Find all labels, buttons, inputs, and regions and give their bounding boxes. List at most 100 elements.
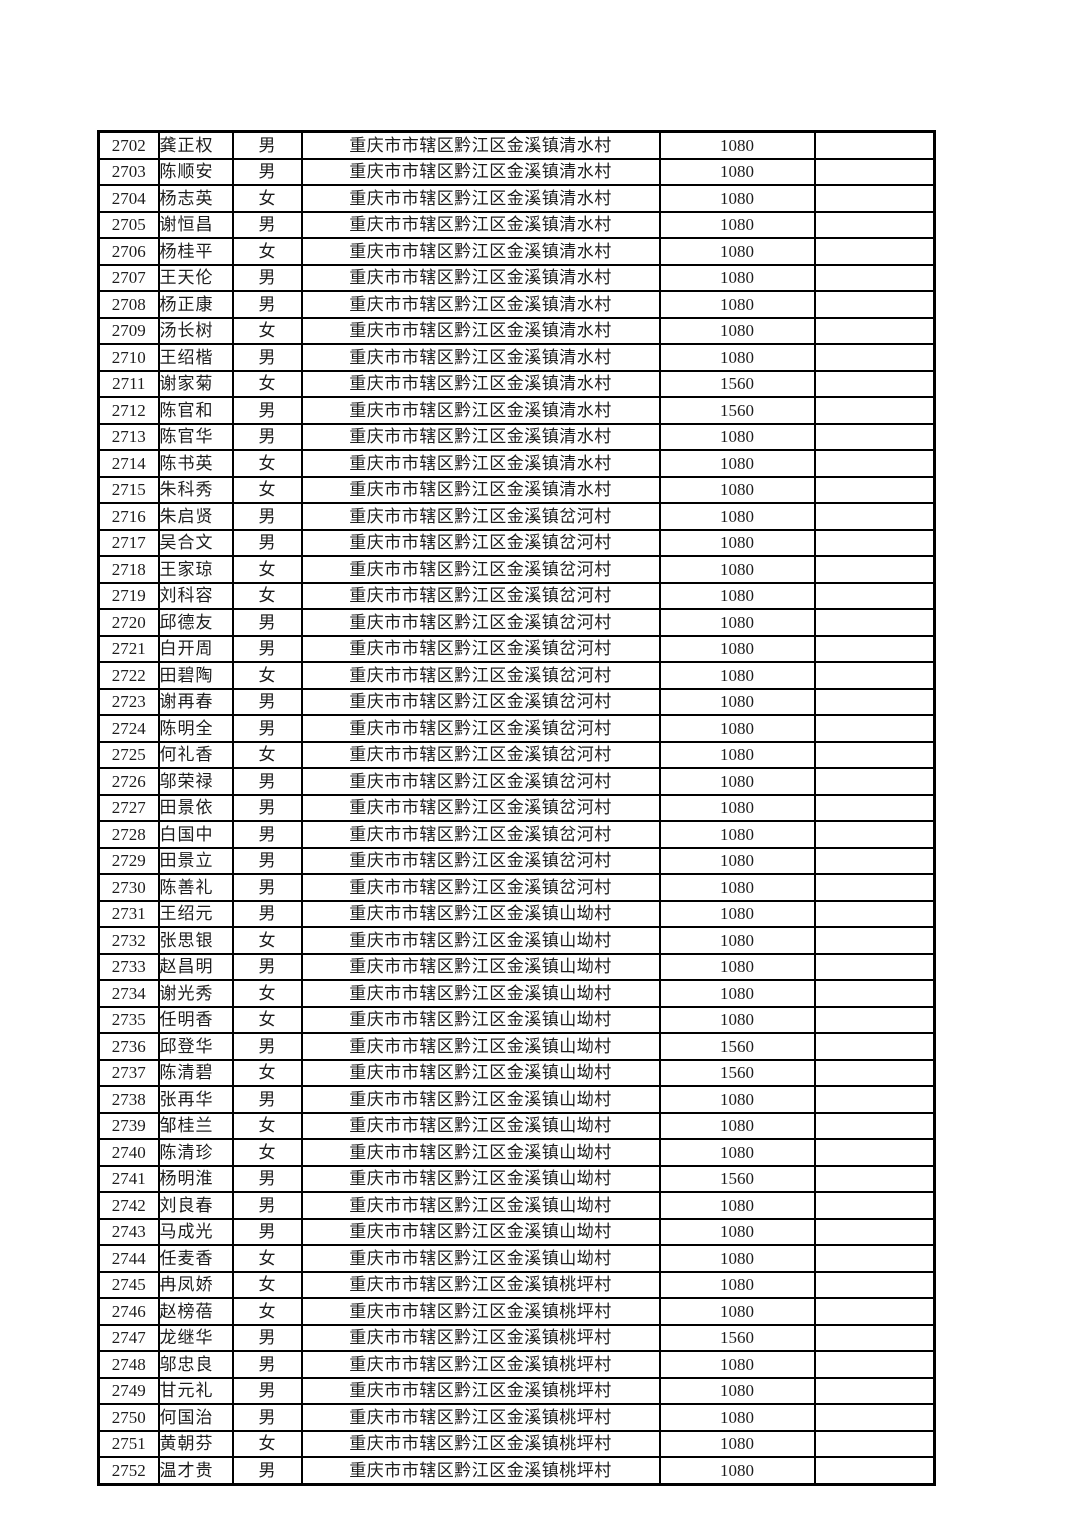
gender-cell: 男 [231, 422, 303, 451]
amount-cell: 1560 [658, 1058, 816, 1087]
serial-cell: 2702 [97, 130, 160, 160]
gender-cell: 女 [231, 1111, 303, 1140]
serial-cell: 2747 [97, 1323, 160, 1352]
note-cell [813, 1297, 936, 1326]
serial-cell: 2730 [97, 873, 160, 902]
note-cell [813, 1403, 936, 1432]
name-cell: 邬忠良 [157, 1350, 234, 1379]
table-row: 2731 王绍元男重庆市市辖区黔江区金溪镇山坳村 1080 [97, 899, 936, 928]
gender-cell: 女 [231, 926, 303, 955]
address-cell: 重庆市市辖区黔江区金溪镇山坳村 [300, 1111, 661, 1140]
note-cell [813, 130, 936, 160]
serial-cell: 2708 [97, 290, 160, 319]
table-row: 2711 谢家菊女重庆市市辖区黔江区金溪镇清水村 1560 [97, 369, 936, 398]
table-row: 2730 陈善礼男重庆市市辖区黔江区金溪镇岔河村 1080 [97, 873, 936, 902]
address-cell: 重庆市市辖区黔江区金溪镇桃坪村 [300, 1270, 661, 1299]
address-cell: 重庆市市辖区黔江区金溪镇岔河村 [300, 608, 661, 637]
amount-cell: 1080 [658, 528, 816, 557]
table-row: 2736 邱登华男重庆市市辖区黔江区金溪镇山坳村 1560 [97, 1032, 936, 1061]
serial-cell: 2717 [97, 528, 160, 557]
gender-cell: 女 [231, 979, 303, 1008]
serial-cell: 2706 [97, 237, 160, 266]
gender-cell: 男 [231, 714, 303, 743]
amount-cell: 1080 [658, 926, 816, 955]
name-cell: 何礼香 [157, 740, 234, 769]
table-row: 2739 邹桂兰女重庆市市辖区黔江区金溪镇山坳村 1080 [97, 1111, 936, 1140]
table-row: 2707 王天伦男重庆市市辖区黔江区金溪镇清水村 1080 [97, 263, 936, 292]
table-row: 2752 温才贵男重庆市市辖区黔江区金溪镇桃坪村 1080 [97, 1456, 936, 1485]
address-cell: 重庆市市辖区黔江区金溪镇桃坪村 [300, 1376, 661, 1405]
amount-cell: 1080 [658, 475, 816, 504]
note-cell [813, 846, 936, 875]
note-cell [813, 1323, 936, 1352]
address-cell: 重庆市市辖区黔江区金溪镇清水村 [300, 157, 661, 186]
address-cell: 重庆市市辖区黔江区金溪镇清水村 [300, 343, 661, 372]
serial-cell: 2718 [97, 555, 160, 584]
note-cell [813, 502, 936, 531]
address-cell: 重庆市市辖区黔江区金溪镇清水村 [300, 422, 661, 451]
serial-cell: 2744 [97, 1244, 160, 1273]
amount-cell: 1080 [658, 1085, 816, 1114]
serial-cell: 2740 [97, 1138, 160, 1167]
gender-cell: 男 [231, 1191, 303, 1220]
name-cell: 冉凤娇 [157, 1270, 234, 1299]
gender-cell: 男 [231, 130, 303, 160]
address-cell: 重庆市市辖区黔江区金溪镇清水村 [300, 237, 661, 266]
name-cell: 邱登华 [157, 1032, 234, 1061]
amount-cell: 1080 [658, 634, 816, 663]
amount-cell: 1080 [658, 714, 816, 743]
note-cell [813, 237, 936, 266]
amount-cell: 1080 [658, 316, 816, 345]
gender-cell: 男 [231, 343, 303, 372]
name-cell: 田景依 [157, 793, 234, 822]
note-cell [813, 581, 936, 610]
serial-cell: 2751 [97, 1429, 160, 1458]
address-cell: 重庆市市辖区黔江区金溪镇清水村 [300, 210, 661, 239]
note-cell [813, 263, 936, 292]
address-cell: 重庆市市辖区黔江区金溪镇岔河村 [300, 555, 661, 584]
name-cell: 王绍元 [157, 899, 234, 928]
name-cell: 张思银 [157, 926, 234, 955]
name-cell: 陈清珍 [157, 1138, 234, 1167]
beneficiary-table: 2702 龚正权男重庆市市辖区黔江区金溪镇清水村 1080 2703 陈顺安男重庆市市辖… [97, 130, 936, 1486]
serial-cell: 2728 [97, 820, 160, 849]
gender-cell: 女 [231, 184, 303, 213]
serial-cell: 2727 [97, 793, 160, 822]
gender-cell: 男 [231, 1164, 303, 1193]
note-cell [813, 1217, 936, 1246]
table-row: 2713 陈官华男重庆市市辖区黔江区金溪镇清水村 1080 [97, 422, 936, 451]
serial-cell: 2736 [97, 1032, 160, 1061]
note-cell [813, 184, 936, 213]
note-cell [813, 1191, 936, 1220]
note-cell [813, 1058, 936, 1087]
note-cell [813, 714, 936, 743]
note-cell [813, 1429, 936, 1458]
address-cell: 重庆市市辖区黔江区金溪镇山坳村 [300, 1058, 661, 1087]
amount-cell: 1080 [658, 1270, 816, 1299]
note-cell [813, 422, 936, 451]
amount-cell: 1080 [658, 1191, 816, 1220]
serial-cell: 2703 [97, 157, 160, 186]
gender-cell: 男 [231, 157, 303, 186]
name-cell: 杨桂平 [157, 237, 234, 266]
table-row: 2750 何国治男重庆市市辖区黔江区金溪镇桃坪村 1080 [97, 1403, 936, 1432]
table-row: 2743 马成光男重庆市市辖区黔江区金溪镇山坳村 1080 [97, 1217, 936, 1246]
amount-cell: 1080 [658, 1456, 816, 1485]
name-cell: 王天伦 [157, 263, 234, 292]
amount-cell: 1080 [658, 343, 816, 372]
serial-cell: 2724 [97, 714, 160, 743]
gender-cell: 女 [231, 661, 303, 690]
note-cell [813, 979, 936, 1008]
note-cell [813, 475, 936, 504]
amount-cell: 1080 [658, 1138, 816, 1167]
name-cell: 陈官和 [157, 396, 234, 425]
serial-cell: 2750 [97, 1403, 160, 1432]
amount-cell: 1080 [658, 130, 816, 160]
address-cell: 重庆市市辖区黔江区金溪镇岔河村 [300, 661, 661, 690]
amount-cell: 1080 [658, 263, 816, 292]
serial-cell: 2749 [97, 1376, 160, 1405]
table-row: 2718 王家琼女重庆市市辖区黔江区金溪镇岔河村 1080 [97, 555, 936, 584]
name-cell: 刘科容 [157, 581, 234, 610]
name-cell: 邱德友 [157, 608, 234, 637]
